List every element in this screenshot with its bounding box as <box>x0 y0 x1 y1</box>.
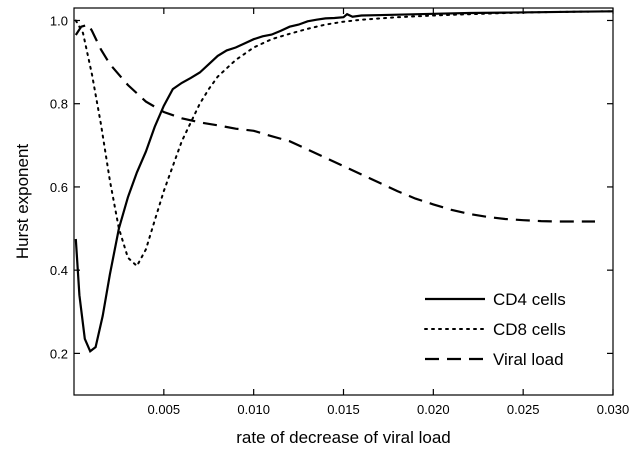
legend: CD4 cells CD8 cells Viral load <box>424 290 566 369</box>
x-tick-label: 0.030 <box>597 402 630 417</box>
plot-lines <box>74 10 614 354</box>
y-tick-label: 1.0 <box>50 13 68 28</box>
series-line-cd4-cells <box>74 10 614 354</box>
x-tick-label: 0.005 <box>148 402 181 417</box>
legend-label-cd4-cells: CD4 cells <box>493 290 566 309</box>
legend-label-viral-load: Viral load <box>493 350 564 369</box>
legend-label-cd8-cells: CD8 cells <box>493 320 566 339</box>
x-tick-label: 0.025 <box>507 402 540 417</box>
x-tick-label: 0.020 <box>417 402 450 417</box>
y-tick-label: 0.6 <box>50 180 68 195</box>
x-tick-label: 0.010 <box>237 402 270 417</box>
series-line-viral-load <box>74 23 595 223</box>
series-line-cd8-cells <box>74 10 614 268</box>
axis-tick-labels: 0.005 0.010 0.015 0.020 0.025 0.030 0.2 0.4 0.6 0… <box>50 13 629 417</box>
y-tick-label: 0.2 <box>50 346 68 361</box>
y-tick-label: 0.8 <box>50 97 68 112</box>
y-tick-label: 0.4 <box>50 263 68 278</box>
x-tick-label: 0.015 <box>327 402 360 417</box>
x-axis-label: rate of decrease of viral load <box>236 428 451 447</box>
y-axis-label: Hurst exponent <box>13 144 32 260</box>
axis-ticks <box>74 8 614 395</box>
